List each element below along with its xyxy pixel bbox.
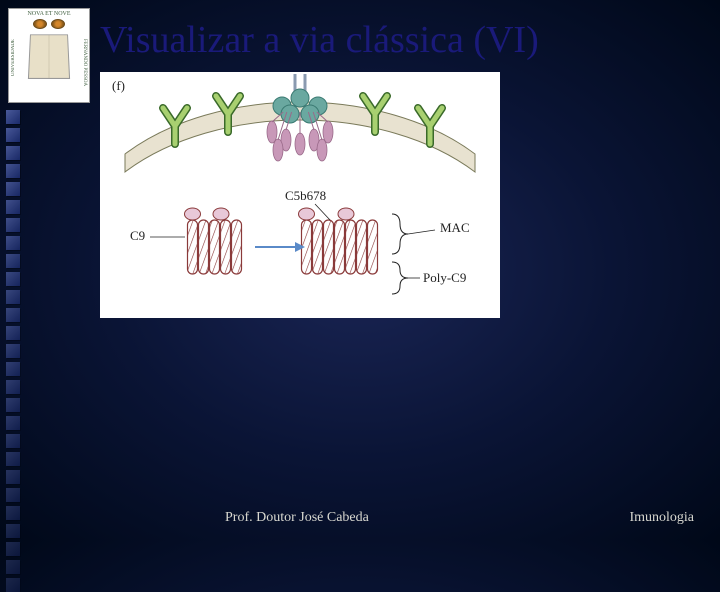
left-decor-strip [2, 110, 24, 592]
decor-square [6, 164, 20, 178]
svg-text:MAC: MAC [440, 220, 470, 235]
decor-square [6, 272, 20, 286]
decor-square [6, 362, 20, 376]
decor-square [6, 398, 20, 412]
footer-author: Prof. Doutor José Cabeda [225, 510, 369, 526]
logo-eye-left [33, 19, 47, 29]
decor-square [6, 380, 20, 394]
decor-square [6, 470, 20, 484]
decor-square [6, 560, 20, 574]
decor-square [6, 110, 20, 124]
svg-text:C5b678: C5b678 [285, 188, 326, 203]
svg-text:C9: C9 [130, 228, 145, 243]
decor-square [6, 452, 20, 466]
decor-square [6, 524, 20, 538]
decor-square [6, 578, 20, 592]
logo-book-icon [28, 34, 70, 79]
decor-square [6, 290, 20, 304]
slide-title: Visualizar a via clássica (VI) [100, 18, 539, 62]
university-logo: NOVA ET NOVE UNIVERSIDADE FERNANDO PESSO… [8, 8, 90, 103]
decor-square [6, 416, 20, 430]
decor-square [6, 236, 20, 250]
decor-square [6, 182, 20, 196]
decor-square [6, 542, 20, 556]
svg-text:(f): (f) [112, 78, 125, 93]
logo-side-right-text: FERNANDO PESSOA [82, 39, 87, 86]
decor-square [6, 434, 20, 448]
figure-panel: (f) C9 C5b678 MAC Poly-C9 [100, 72, 500, 318]
decor-square [6, 218, 20, 232]
decor-square [6, 488, 20, 502]
logo-eye-right [51, 19, 65, 29]
decor-square [6, 146, 20, 160]
decor-square [6, 326, 20, 340]
decor-square [6, 506, 20, 520]
decor-square [6, 254, 20, 268]
svg-text:Poly-C9: Poly-C9 [423, 270, 466, 285]
decor-square [6, 128, 20, 142]
decor-square [6, 344, 20, 358]
decor-square [6, 200, 20, 214]
footer-course: Imunologia [629, 510, 694, 526]
logo-eyes [33, 19, 65, 29]
logo-banner-text: NOVA ET NOVE [27, 11, 70, 17]
decor-square [6, 308, 20, 322]
complement-diagram: (f) C9 C5b678 MAC Poly-C9 [100, 72, 500, 318]
logo-side-left-text: UNIVERSIDADE [11, 39, 16, 76]
